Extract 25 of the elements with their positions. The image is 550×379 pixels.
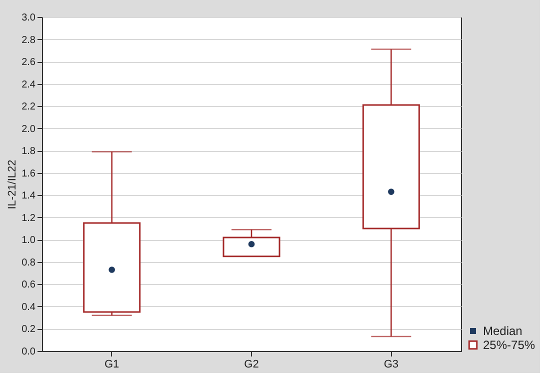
x-tick-label: G3 xyxy=(384,358,399,370)
y-axis-title: IL-21/IL22 xyxy=(6,160,19,210)
y-tick-label: 2.6 xyxy=(22,57,36,68)
y-tick-label: 2.2 xyxy=(22,102,36,113)
y-tick-label: 1.8 xyxy=(22,146,36,158)
y-tick-label: 0.8 xyxy=(22,257,36,268)
y-tick-label: 2.0 xyxy=(22,124,36,135)
x-tick-label: G2 xyxy=(244,358,259,370)
legend-label: Median xyxy=(483,324,522,338)
y-tick-label: 1.2 xyxy=(22,212,36,224)
y-tick-label: 0.2 xyxy=(22,324,36,336)
legend-label: 25%-75% xyxy=(483,338,536,352)
y-tick-label: 2.8 xyxy=(22,34,36,46)
y-tick-label: 3.0 xyxy=(22,12,36,24)
y-tick-label: 1.0 xyxy=(22,235,36,246)
y-tick-label: 2.4 xyxy=(22,79,36,90)
x-tick-label: G1 xyxy=(104,358,120,370)
point xyxy=(248,240,255,248)
y-tick-label: 0.6 xyxy=(22,280,36,291)
y-tick-label: 0.4 xyxy=(22,302,36,313)
y-tick-label: 0.0 xyxy=(22,346,36,358)
y-tick-label: 1.4 xyxy=(22,190,36,202)
point xyxy=(108,266,115,273)
point xyxy=(388,188,394,195)
y-tick-label: 1.6 xyxy=(22,168,36,180)
